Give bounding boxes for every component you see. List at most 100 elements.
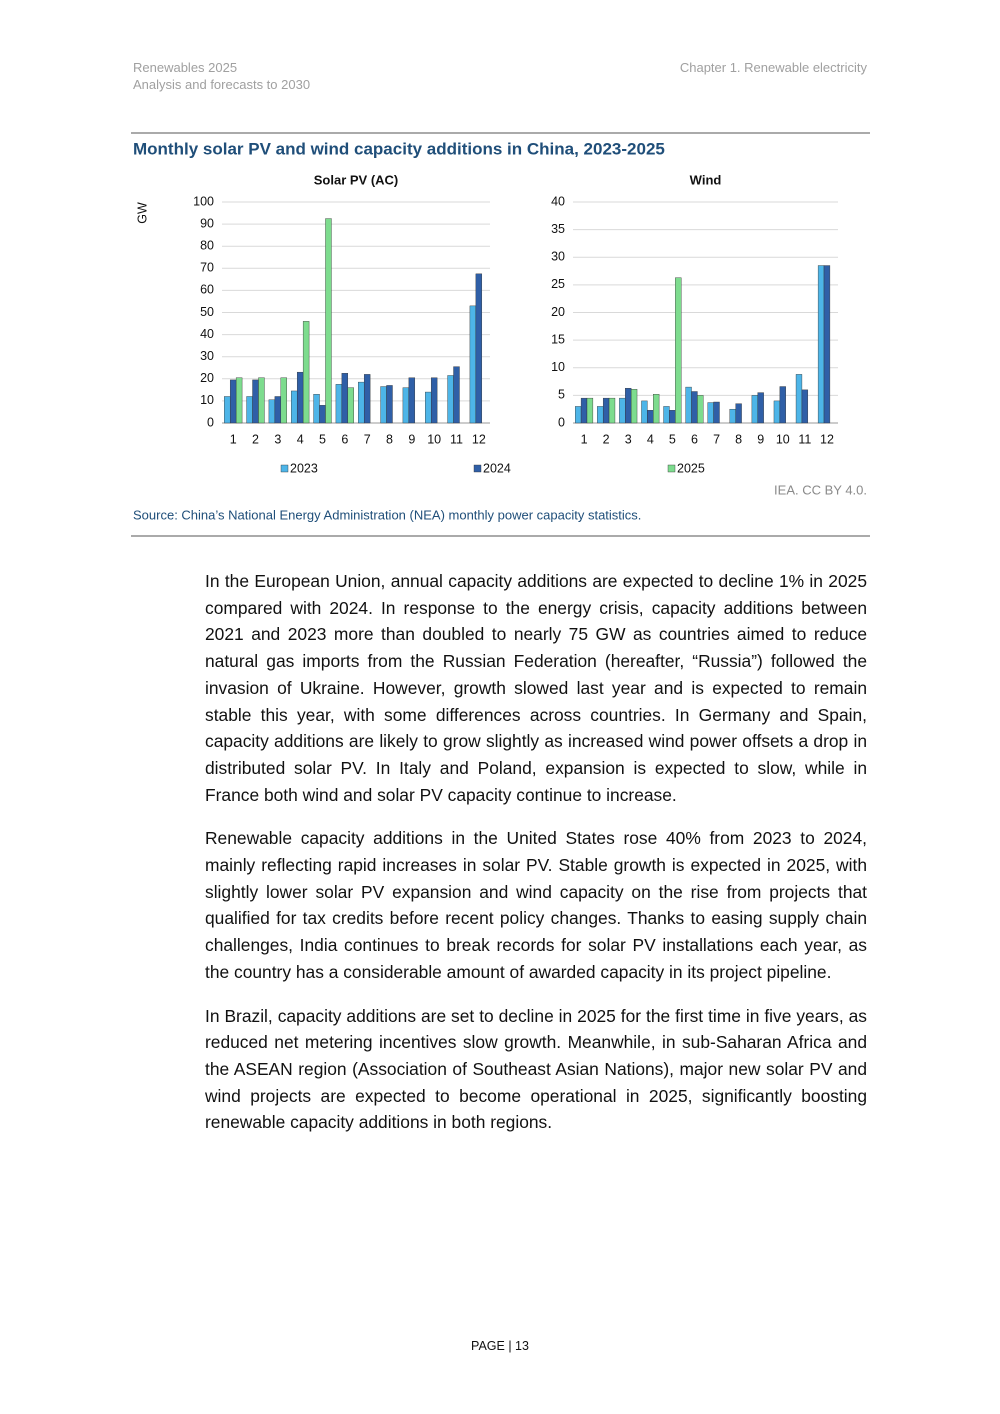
bar bbox=[602, 397, 610, 424]
bar bbox=[291, 390, 298, 424]
y-tick-label: 100 bbox=[193, 194, 214, 208]
y-tick-label: 60 bbox=[200, 283, 214, 297]
bar bbox=[773, 400, 781, 424]
bar bbox=[729, 408, 736, 424]
bar bbox=[425, 391, 432, 424]
bar bbox=[341, 373, 349, 424]
y-tick-label: 10 bbox=[200, 393, 214, 407]
bar bbox=[647, 410, 654, 424]
x-tick-label: 1 bbox=[581, 432, 588, 446]
x-tick-label: 6 bbox=[341, 432, 348, 446]
header-subtitle: Analysis and forecasts to 2030 bbox=[133, 77, 311, 92]
bar bbox=[575, 406, 582, 424]
header-title: Renewables 2025 bbox=[133, 60, 238, 75]
x-tick-label: 8 bbox=[735, 432, 742, 446]
x-tick-label: 5 bbox=[319, 432, 326, 446]
bar bbox=[675, 277, 682, 424]
x-tick-label: 3 bbox=[274, 432, 281, 446]
bar bbox=[586, 397, 594, 424]
bar bbox=[685, 386, 692, 424]
y-tick-label: 35 bbox=[551, 222, 565, 236]
x-tick-label: 9 bbox=[757, 432, 764, 446]
bar bbox=[430, 377, 438, 424]
bar bbox=[630, 389, 638, 424]
figure: Monthly solar PV and wind capacity addit… bbox=[131, 132, 870, 537]
legend-swatch bbox=[473, 464, 482, 473]
bar bbox=[447, 375, 454, 424]
bar bbox=[319, 405, 326, 424]
y-tick-label: 80 bbox=[200, 238, 214, 252]
x-tick-label: 2 bbox=[603, 432, 610, 446]
x-tick-label: 12 bbox=[820, 432, 834, 446]
bar bbox=[469, 305, 477, 424]
bar bbox=[408, 377, 416, 424]
legend-swatch bbox=[667, 464, 676, 473]
figure-title: Monthly solar PV and wind capacity addit… bbox=[133, 139, 665, 158]
bar bbox=[302, 321, 310, 424]
y-tick-label: 30 bbox=[551, 250, 565, 264]
header-chapter: Chapter 1. Renewable electricity bbox=[679, 60, 867, 75]
bar bbox=[235, 377, 243, 424]
body: In the European Union, annual capacity a… bbox=[205, 568, 867, 1153]
bar bbox=[229, 379, 237, 424]
bar bbox=[801, 389, 809, 424]
y-tick-label: 30 bbox=[200, 349, 214, 363]
x-tick-label: 12 bbox=[472, 432, 486, 446]
y-tick-label: 15 bbox=[551, 332, 565, 346]
bar bbox=[380, 386, 387, 424]
y-axis-label: GW bbox=[135, 202, 149, 224]
x-tick-label: 8 bbox=[386, 432, 393, 446]
paragraph: In the European Union, annual capacity a… bbox=[205, 571, 867, 805]
bar bbox=[707, 402, 714, 424]
x-tick-label: 7 bbox=[713, 432, 720, 446]
bar bbox=[795, 374, 803, 424]
bar bbox=[779, 386, 786, 424]
bar bbox=[358, 381, 365, 424]
y-tick-label: 40 bbox=[200, 327, 214, 341]
page-number: PAGE | 13 bbox=[471, 1339, 529, 1353]
bar bbox=[313, 394, 320, 424]
y-tick-label: 10 bbox=[551, 360, 565, 374]
bar bbox=[663, 406, 670, 424]
chart-title: Solar PV (AC) bbox=[314, 172, 399, 187]
bar bbox=[608, 397, 616, 424]
paragraph: Renewable capacity additions in the Unit… bbox=[205, 828, 867, 982]
bar bbox=[735, 403, 742, 424]
x-tick-label: 10 bbox=[427, 432, 441, 446]
bar bbox=[823, 265, 831, 424]
x-tick-label: 4 bbox=[647, 432, 654, 446]
chart-title: Wind bbox=[690, 172, 722, 187]
x-tick-label: 4 bbox=[297, 432, 304, 446]
bar bbox=[325, 218, 332, 424]
bar bbox=[653, 394, 660, 424]
bar bbox=[751, 395, 758, 424]
legend-label: 2024 bbox=[483, 461, 511, 475]
x-tick-label: 6 bbox=[691, 432, 698, 446]
x-tick-label: 9 bbox=[408, 432, 415, 446]
y-tick-label: 70 bbox=[200, 261, 214, 275]
y-tick-label: 0 bbox=[558, 415, 565, 429]
bar bbox=[475, 273, 483, 424]
legend-swatch bbox=[280, 464, 289, 473]
source: Source: China’s National Energy Administ… bbox=[133, 507, 641, 522]
bar bbox=[268, 399, 276, 424]
x-tick-label: 11 bbox=[798, 432, 811, 446]
bar bbox=[817, 265, 825, 424]
bar bbox=[713, 401, 720, 424]
x-tick-label: 1 bbox=[230, 432, 237, 446]
bar bbox=[402, 387, 410, 424]
bar bbox=[641, 400, 648, 424]
bar bbox=[363, 374, 371, 424]
bar bbox=[280, 377, 287, 424]
bar bbox=[296, 371, 304, 424]
bar bbox=[580, 397, 588, 424]
bar bbox=[597, 406, 604, 424]
y-tick-label: 20 bbox=[551, 305, 565, 319]
y-tick-label: 0 bbox=[207, 415, 214, 429]
y-tick-label: 20 bbox=[200, 371, 214, 385]
bar bbox=[619, 397, 626, 424]
bar bbox=[453, 366, 460, 424]
x-tick-label: 11 bbox=[450, 432, 463, 446]
y-tick-label: 5 bbox=[558, 388, 565, 402]
y-tick-label: 50 bbox=[200, 305, 214, 319]
